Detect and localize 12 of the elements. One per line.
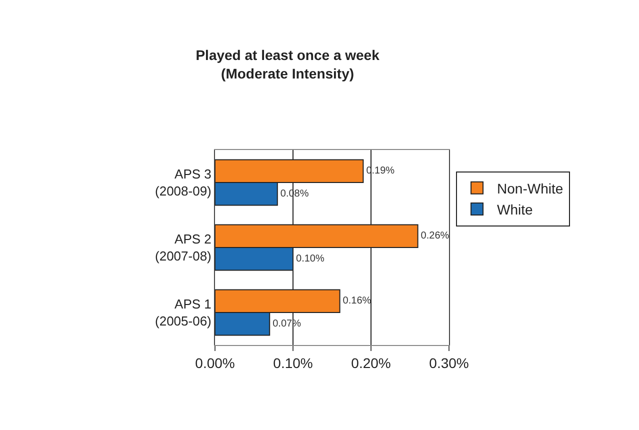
- data-label: 0.26%: [420, 230, 450, 242]
- x-tick-label: 0.10%: [273, 354, 313, 371]
- y-tick-label: APS 3 (2008-09): [155, 166, 212, 198]
- legend-label: White: [497, 202, 534, 218]
- x-tick-label: 0.20%: [351, 354, 391, 371]
- y-tick-label: APS 2 (2007-08): [155, 232, 212, 264]
- x-tick-label: 0.00%: [195, 354, 235, 371]
- data-label: 0.10%: [296, 253, 324, 264]
- x-tick-label: 0.30%: [429, 354, 469, 371]
- y-tick-label: APS 1 (2005-06): [155, 296, 212, 328]
- chart-title: Played at least once a week (Moderate Intensity): [196, 47, 380, 82]
- legend-label: Non-White: [497, 180, 564, 196]
